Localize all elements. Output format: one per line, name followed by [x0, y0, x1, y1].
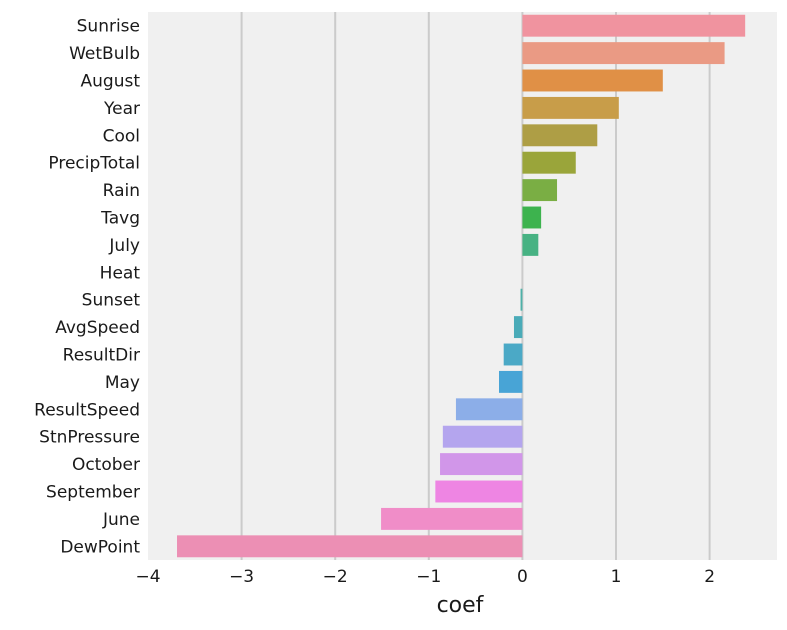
bar-october — [440, 453, 523, 476]
x-tick-label: 1 — [611, 567, 622, 587]
y-tick-label: June — [102, 510, 140, 530]
bar-dewpoint — [177, 535, 523, 558]
y-tick-label: ResultSpeed — [34, 400, 140, 420]
bar-cool — [522, 124, 598, 147]
x-tick-label: 0 — [517, 567, 528, 587]
bar-wetbulb — [522, 42, 725, 65]
y-tick-label: Year — [103, 99, 140, 119]
bar-resultdir — [503, 343, 523, 366]
y-tick-label: May — [105, 373, 140, 393]
y-tick-label: ResultDir — [63, 346, 140, 366]
x-axis-tick-labels: −4 −3 −2 −1 0 1 2 — [135, 567, 715, 587]
bar-may — [499, 370, 523, 393]
x-tick-label: −1 — [416, 567, 441, 587]
x-tick-label: −2 — [323, 567, 348, 587]
y-tick-label: Sunrise — [77, 17, 140, 37]
y-tick-label: August — [81, 72, 141, 92]
y-tick-label: StnPressure — [39, 428, 140, 448]
bar-july — [522, 233, 539, 256]
x-tick-label: 2 — [704, 567, 715, 587]
x-tick-label: −4 — [135, 567, 160, 587]
bar-september — [435, 480, 523, 503]
bar-year — [522, 96, 619, 119]
bar-sunset — [520, 288, 523, 311]
bar-sunrise — [522, 14, 746, 37]
bars — [177, 14, 746, 558]
y-tick-label: PrecipTotal — [48, 154, 140, 174]
y-tick-label: WetBulb — [69, 44, 140, 64]
y-tick-label: Rain — [103, 181, 140, 201]
bar-rain — [522, 179, 558, 202]
y-tick-label: AvgSpeed — [55, 318, 140, 338]
y-axis-tick-labels: Sunrise WetBulb August Year Cool PrecipTotal R… — [34, 17, 140, 558]
x-axis-title: coef — [437, 593, 485, 618]
y-tick-label: Tavg — [100, 209, 140, 229]
y-tick-label: Cool — [103, 126, 140, 146]
bar-stnpressure — [442, 425, 523, 448]
y-tick-label: July — [108, 236, 140, 256]
bar-june — [381, 507, 523, 530]
y-tick-label: Heat — [100, 263, 141, 283]
bar-resultspeed — [455, 398, 523, 421]
bar-preciptotal — [522, 151, 576, 174]
bar-tavg — [522, 206, 542, 229]
y-tick-label: Sunset — [82, 291, 141, 311]
y-tick-label: October — [72, 455, 140, 475]
x-tick-label: −3 — [229, 567, 254, 587]
bar-avgspeed — [513, 316, 523, 339]
y-tick-label: DewPoint — [60, 537, 140, 557]
bar-august — [522, 69, 663, 92]
y-tick-label: September — [46, 483, 140, 503]
